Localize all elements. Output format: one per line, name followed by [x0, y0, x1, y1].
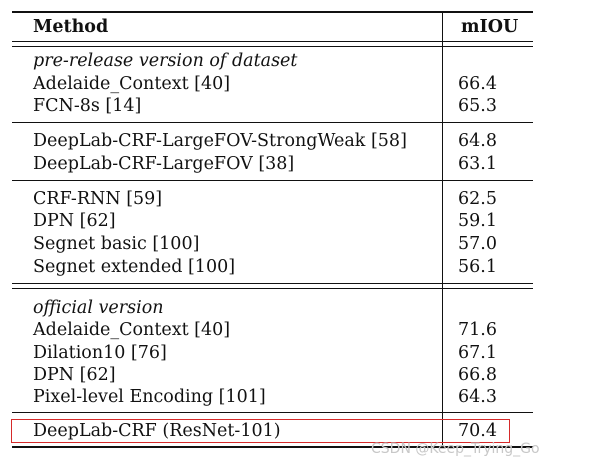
header-miou: mIOU	[461, 17, 519, 37]
results-table: Method mIOU pre-release version of datas…	[12, 0, 533, 470]
table-row-miou: 71.6	[458, 320, 497, 340]
table-row-miou: 64.3	[458, 387, 497, 407]
table-row-method: DPN [62]	[33, 211, 116, 231]
watermark: CSDN @Keep_Trying_Go	[371, 441, 540, 457]
table-row-miou: 62.5	[458, 189, 497, 209]
table-row-miou: 64.8	[458, 131, 497, 151]
table-row-method: Adelaide_Context [40]	[33, 74, 231, 94]
group-caption: official version	[33, 298, 164, 318]
table-row-method: Segnet basic [100]	[33, 234, 200, 254]
group-divider	[12, 180, 533, 181]
table-row-method: DeepLab-CRF-LargeFOV-StrongWeak [58]	[33, 131, 407, 151]
table-row-miou: 70.4	[458, 421, 497, 441]
table-row-method: DeepLab-CRF (ResNet-101)	[33, 421, 281, 441]
group-caption: pre-release version of dataset	[33, 51, 298, 71]
highlight-box	[11, 419, 510, 443]
table-row-method: CRF-RNN [59]	[33, 189, 163, 209]
table-row-method: DeepLab-CRF-LargeFOV [38]	[33, 154, 295, 174]
group-divider	[12, 46, 533, 47]
table-row-miou: 57.0	[458, 234, 497, 254]
table-row-miou: 63.1	[458, 154, 497, 174]
table-row-method: Pixel-level Encoding [101]	[33, 387, 266, 407]
header-rule	[12, 41, 533, 42]
top-rule	[12, 11, 533, 13]
table-row-method: FCN-8s [14]	[33, 96, 142, 116]
table-row-miou: 65.3	[458, 96, 497, 116]
table-row-miou: 67.1	[458, 343, 497, 363]
bottom-rule	[12, 446, 533, 448]
header-method: Method	[33, 17, 109, 37]
table-row-method: Dilation10 [76]	[33, 343, 167, 363]
group-divider	[12, 288, 533, 289]
table-row-method: DPN [62]	[33, 365, 116, 385]
table-row-miou: 59.1	[458, 211, 497, 231]
group-divider	[12, 412, 533, 413]
column-divider	[442, 12, 443, 446]
table-row-method: Adelaide_Context [40]	[33, 320, 231, 340]
table-row-miou: 66.4	[458, 74, 497, 94]
group-divider	[12, 122, 533, 123]
group-divider	[12, 283, 533, 284]
table-row-method: Segnet extended [100]	[33, 257, 236, 277]
table-row-miou: 66.8	[458, 365, 497, 385]
table-row-miou: 56.1	[458, 257, 497, 277]
